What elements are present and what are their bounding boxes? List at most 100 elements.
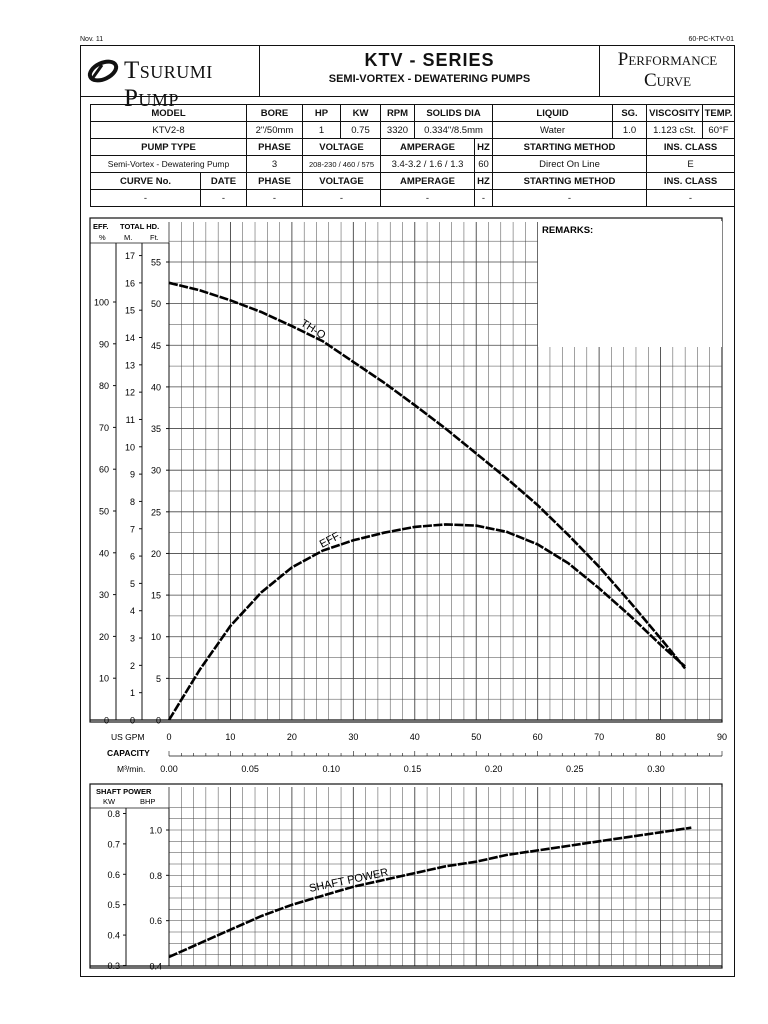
th-q-curve-label: TH-Q — [298, 317, 328, 342]
m-tick-label: 1 — [130, 688, 135, 698]
eff-tick-label: 80 — [99, 381, 109, 391]
m-tick-label: 3 — [130, 634, 135, 644]
perf-cell: Performance Curve — [600, 45, 735, 97]
date-code: Nov. 11 — [80, 36, 104, 43]
spec-row-2-headers: PUMP TYPE PHASE VOLTAGE AMPERAGE HZ STAR… — [90, 138, 736, 156]
eff-tick-label: 20 — [99, 632, 109, 642]
spec-row-3-values: - - - - - - - - — [90, 189, 736, 207]
m-tick-label: 4 — [130, 606, 135, 616]
shaft-power-curve-label: SHAFT POWER — [308, 866, 389, 894]
gpm-tick-label: 90 — [717, 732, 727, 742]
eff-tick-label: 90 — [99, 339, 109, 349]
m-tick-label: 2 — [130, 661, 135, 671]
series-subtitle: SEMI-VORTEX - DEWATERING PUMPS — [328, 73, 531, 85]
m-tick-label: 16 — [125, 278, 135, 288]
eff-header: EFF. — [93, 222, 108, 231]
m-tick-label: 6 — [130, 552, 135, 562]
curves — [167, 281, 692, 959]
ft-tick-label: 25 — [151, 507, 161, 517]
m-tick-label: 10 — [125, 442, 135, 452]
gpm-tick-label: 80 — [656, 732, 666, 742]
gpm-tick-label: 70 — [594, 732, 604, 742]
gpm-tick-label: 0 — [166, 732, 171, 742]
m-tick-label: 7 — [130, 524, 135, 534]
kw-tick-label: 0.8 — [107, 809, 120, 819]
perf-line2: Curve — [643, 70, 692, 91]
m-tick-label: 15 — [125, 306, 135, 316]
ft-tick-label: 40 — [151, 382, 161, 392]
th-q-curve — [168, 281, 687, 670]
ft-tick-label: 55 — [151, 258, 161, 268]
spec-row-2-values: Semi-Vortex - Dewatering Pump 3 208-230 … — [90, 155, 736, 173]
axes: 0510152025303540455055012345678910111213… — [90, 242, 727, 972]
ft-tick-label: 5 — [156, 674, 161, 684]
perf-line1: Performance — [617, 49, 718, 70]
eff-tick-label: 10 — [99, 674, 109, 684]
eff-tick-label: 50 — [99, 507, 109, 517]
gpm-tick-label: 20 — [287, 732, 297, 742]
eff-tick-label: 70 — [99, 423, 109, 433]
eff-tick-label: 40 — [99, 548, 109, 558]
m-tick-label: 5 — [130, 579, 135, 589]
m3min-tick-label: 0.00 — [160, 764, 178, 774]
ft-tick-label: 30 — [151, 466, 161, 476]
gpm-tick-label: 10 — [225, 732, 235, 742]
m3min-tick-label: 0.05 — [241, 764, 259, 774]
shaft-power-curve — [168, 826, 692, 959]
gpm-tick-label: 50 — [471, 732, 481, 742]
spec-table: MODEL BORE HP KW RPM SOLIDS DIA LIQUID S… — [90, 104, 736, 207]
m3min-tick-label: 0.20 — [485, 764, 503, 774]
m-tick-label: 8 — [130, 497, 135, 507]
ft-tick-label: 10 — [151, 632, 161, 642]
series-title: KTV - SERIES — [364, 50, 495, 70]
kw-tick-label: 0.7 — [107, 839, 120, 849]
bhp-tick-label: 1.0 — [149, 826, 162, 836]
bhp-unit: BHP — [140, 797, 155, 806]
m-tick-label: 17 — [125, 251, 135, 261]
kw-tick-label: 0.5 — [107, 900, 120, 910]
eff-tick-label: 100 — [94, 298, 109, 308]
m3min-tick-label: 0.25 — [566, 764, 584, 774]
eff-unit: % — [99, 233, 106, 242]
total-head-header: TOTAL HD. — [120, 222, 159, 231]
m3min-tick-label: 0.30 — [647, 764, 665, 774]
ft-unit: Ft. — [150, 233, 159, 242]
m-tick-label: 13 — [125, 360, 135, 370]
kw-tick-label: 0.4 — [107, 931, 120, 941]
tsurumi-logo-icon — [87, 59, 119, 83]
gpm-tick-label: 40 — [410, 732, 420, 742]
brand-cell: Tsurumi Pump — [80, 45, 260, 112]
document-frame — [80, 45, 735, 977]
ft-tick-label: 45 — [151, 341, 161, 351]
bhp-tick-label: 0.8 — [149, 871, 162, 881]
ft-tick-label: 15 — [151, 591, 161, 601]
ft-tick-label: 20 — [151, 549, 161, 559]
m-tick-label: 9 — [130, 470, 135, 480]
m-tick-label: 0 — [130, 716, 135, 726]
lower-chart-panel — [89, 783, 723, 969]
m3min-tick-label: 0.15 — [404, 764, 422, 774]
eff-tick-label: 60 — [99, 465, 109, 475]
ft-tick-label: 35 — [151, 424, 161, 434]
eff-tick-label: 30 — [99, 590, 109, 600]
ft-tick-label: 0 — [156, 716, 161, 726]
eff-tick-label: 0 — [104, 716, 109, 726]
kw-tick-label: 0.6 — [107, 870, 120, 880]
us-gpm-label: US GPM — [111, 732, 145, 742]
bhp-tick-label: 0.6 — [149, 916, 162, 926]
title-cell: KTV - SERIES SEMI-VORTEX - DEWATERING PU… — [260, 45, 600, 97]
doc-code: 60-PC-KTV-01 — [688, 36, 734, 43]
remarks-label: REMARKS: — [542, 225, 593, 236]
m-tick-label: 11 — [126, 415, 135, 425]
spec-row-1-headers: MODEL BORE HP KW RPM SOLIDS DIA LIQUID S… — [90, 104, 736, 122]
m-unit: M. — [124, 233, 132, 242]
capacity-label: CAPACITY — [107, 748, 150, 758]
gpm-tick-label: 60 — [533, 732, 543, 742]
kw-unit: KW — [103, 797, 116, 806]
remarks-box — [538, 221, 722, 347]
brand-name: Tsurumi Pump — [124, 57, 213, 112]
ft-tick-label: 50 — [151, 299, 161, 309]
m-tick-label: 14 — [125, 333, 135, 343]
lower-grid — [168, 787, 723, 967]
